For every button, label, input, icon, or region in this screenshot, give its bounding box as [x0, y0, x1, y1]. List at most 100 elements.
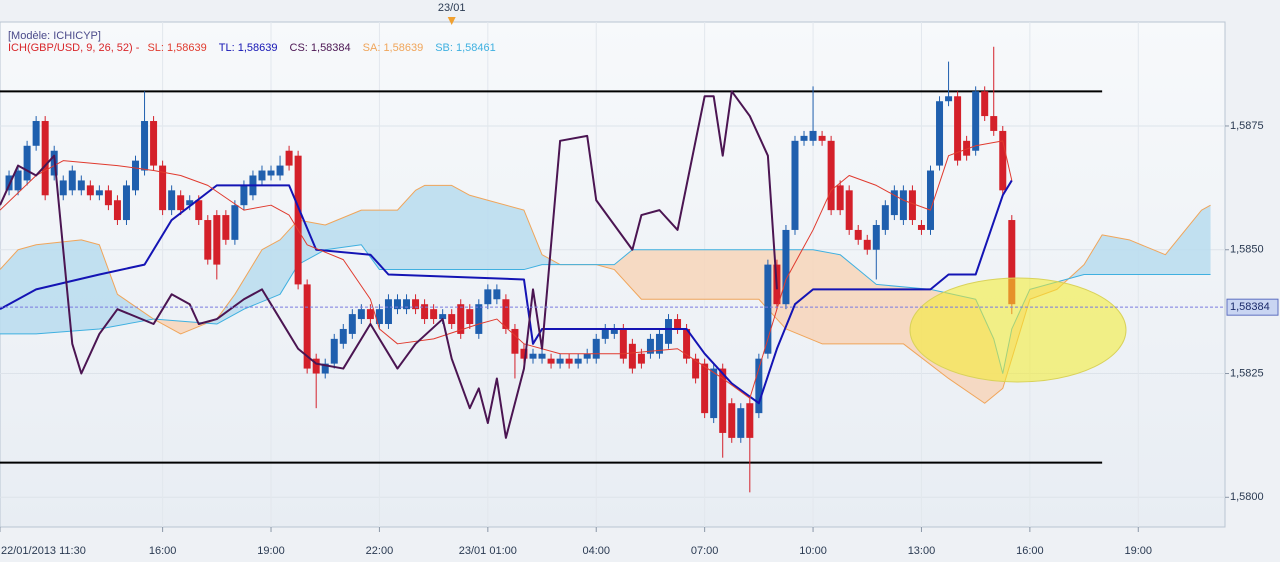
candle-body — [737, 408, 745, 438]
candle-body — [457, 304, 465, 334]
candle-body — [231, 205, 239, 240]
candle-body — [122, 185, 130, 221]
plot — [0, 46, 1225, 493]
candle-body — [538, 353, 546, 359]
candle-body — [448, 314, 456, 325]
series-line — [0, 90, 778, 439]
candle-body — [845, 190, 853, 230]
candle-body — [836, 185, 844, 211]
candle-body — [285, 150, 293, 166]
candle-body — [854, 229, 862, 240]
last-price-box — [1226, 298, 1279, 316]
candle-body — [5, 175, 13, 191]
x-tick-label: 19:00 — [1125, 545, 1153, 557]
candle-body — [95, 190, 103, 196]
candle-body — [240, 185, 248, 206]
candle-body — [502, 299, 510, 329]
candle-body — [981, 91, 989, 117]
candle-body — [719, 368, 727, 433]
candle-body — [403, 299, 411, 310]
candle-body — [421, 304, 429, 320]
cloud — [155, 319, 208, 334]
candle-body — [348, 314, 356, 334]
candle-body — [782, 229, 790, 305]
y-tick-label: 1,5800 — [1230, 491, 1264, 503]
highlight-ellipse — [909, 277, 1127, 383]
plot-area — [0, 21, 1226, 528]
candle-body — [917, 224, 925, 230]
candle-body — [610, 328, 618, 334]
candle-body — [990, 116, 998, 131]
candle-body — [59, 180, 67, 196]
candle-body — [574, 358, 582, 364]
candles — [5, 46, 1016, 493]
x-tick-label: 07:00 — [691, 545, 719, 557]
legend-entry: SL: 1,58639 — [147, 42, 206, 54]
candle-body — [276, 165, 284, 176]
candle-body — [710, 368, 718, 419]
candle-body — [330, 338, 338, 364]
candle-body — [999, 130, 1007, 191]
candle-body — [646, 338, 654, 354]
event-label: 23/01 — [438, 2, 466, 14]
indicator-label: ICH(GBP/USD, 9, 26, 52) - — [8, 42, 140, 54]
candle-body — [159, 165, 167, 211]
candle-body — [818, 135, 826, 141]
candle-body — [375, 309, 383, 325]
candle-body — [601, 328, 609, 339]
candle-body — [637, 353, 645, 364]
candle-body — [583, 353, 591, 359]
series-line — [0, 140, 1013, 399]
candle-body — [791, 140, 799, 230]
candle-body — [556, 358, 564, 364]
y-tick-label: 1,5875 — [1230, 120, 1264, 132]
candle-body — [1008, 220, 1016, 305]
trend-lines — [0, 90, 1103, 464]
candle-body — [511, 328, 519, 354]
legend-entry: SA: 1,58639 — [363, 42, 424, 54]
candle-body — [366, 309, 374, 320]
candle-body — [863, 239, 871, 250]
candle-body — [213, 215, 221, 265]
candle-body — [339, 328, 347, 344]
candle-body — [728, 403, 736, 438]
candle-body — [493, 289, 501, 300]
candle-body — [872, 224, 880, 250]
candle-body — [384, 299, 392, 325]
candle-body — [972, 91, 980, 151]
candle-body — [628, 343, 636, 369]
candle-body — [746, 403, 754, 438]
candle-body — [484, 289, 492, 305]
x-tick-label: 10:00 — [799, 545, 827, 557]
candle-body — [186, 200, 194, 206]
last-price-label: 1,58384 — [1230, 301, 1270, 313]
series-line — [0, 179, 1013, 405]
x-tick-label: 13:00 — [908, 545, 936, 557]
candle-body — [258, 170, 266, 181]
legend-entry: SB: 1,58461 — [435, 42, 496, 54]
event-marker — [447, 17, 456, 25]
candle-body — [899, 190, 907, 221]
candle-body — [141, 121, 149, 171]
y-tick-label: 1,5825 — [1230, 367, 1264, 379]
legend: ICH(GBP/USD, 9, 26, 52) - SL: 1,58639 TL: … — [8, 42, 496, 54]
candle-body — [150, 121, 158, 166]
candle-body — [547, 358, 555, 364]
candle-body — [41, 121, 49, 196]
candle-body — [619, 328, 627, 359]
candle-body — [701, 363, 709, 414]
candle-body — [665, 319, 673, 344]
x-tick-label: 22/01/2013 11:30 — [1, 545, 86, 557]
candle-body — [809, 130, 817, 141]
candle-body — [926, 170, 934, 230]
candle-body — [222, 215, 230, 240]
cloud — [207, 185, 599, 325]
candle-body — [936, 101, 944, 166]
candle-body — [764, 264, 772, 354]
candle-body — [294, 155, 302, 285]
candle-body — [430, 309, 438, 320]
candle-body — [963, 140, 971, 156]
candle-body — [68, 170, 76, 191]
